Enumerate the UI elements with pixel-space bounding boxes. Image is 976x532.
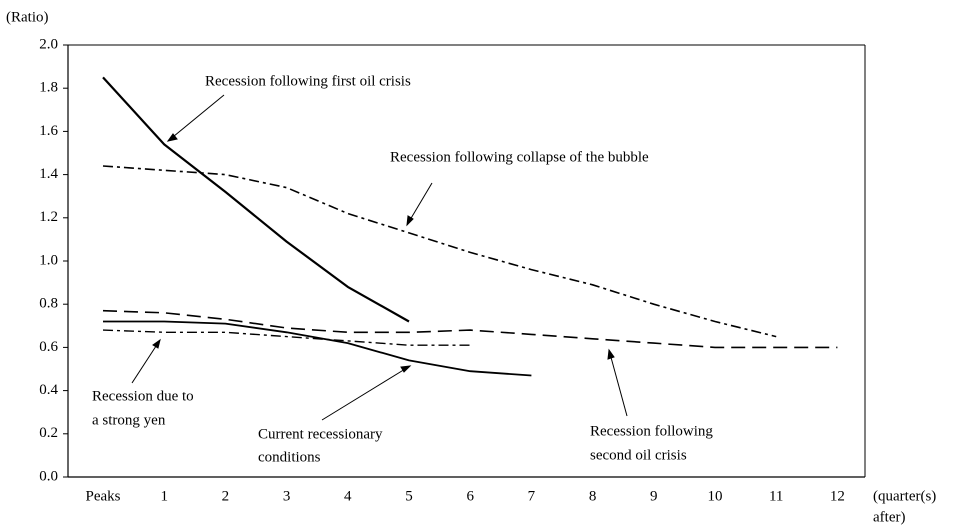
x-tick-label: 2: [222, 488, 230, 504]
x-tick-label: 11: [769, 488, 783, 504]
series-label: conditions: [258, 449, 321, 465]
series-line: [102, 76, 410, 323]
x-tick-label: 6: [466, 488, 474, 504]
y-tick-label: 1.6: [39, 123, 58, 139]
arrow: [131, 339, 161, 384]
arrow-head: [400, 365, 412, 373]
arrow-head: [607, 348, 615, 360]
series-label: Recession following collapse of the bubb…: [390, 149, 649, 165]
arrow: [321, 365, 411, 421]
y-tick-label: 1.2: [39, 209, 58, 225]
series-line: [102, 329, 471, 346]
x-tick-label: 7: [528, 488, 536, 504]
series-line: [103, 320, 532, 377]
series-label: Recession following: [590, 423, 713, 439]
series-label: second oil crisis: [590, 447, 687, 463]
x-tick-label: 3: [283, 488, 291, 504]
arrow-head: [166, 133, 178, 142]
series-label: Recession following first oil crisis: [205, 73, 411, 89]
x-tick-label: 1: [160, 488, 168, 504]
x-tick-label: Peaks: [86, 488, 121, 504]
arrow-head: [406, 215, 414, 227]
series-label: a strong yen: [92, 412, 166, 428]
x-axis-label: (quarter(s): [873, 488, 936, 504]
y-axis-label: (Ratio): [6, 9, 49, 25]
y-tick-label: 0.0: [39, 468, 58, 484]
y-tick-label: 1.4: [39, 166, 58, 182]
y-tick-label: 1.8: [39, 80, 58, 96]
series-line: [102, 165, 777, 338]
arrow: [167, 94, 225, 142]
x-tick-label: 12: [830, 488, 845, 504]
y-tick-label: 2.0: [39, 36, 58, 52]
series-label: Recession due to: [92, 388, 194, 404]
y-tick-label: 0.6: [39, 339, 58, 355]
x-tick-label: 10: [708, 488, 723, 504]
arrow-head: [152, 338, 161, 349]
x-tick-label: 4: [344, 488, 352, 504]
x-axis-label: after): [873, 509, 905, 525]
x-tick-label: 8: [589, 488, 597, 504]
series-line: [102, 309, 838, 349]
y-tick-label: 0.4: [39, 382, 58, 398]
annotation-arrows: [131, 94, 628, 421]
arrow: [608, 349, 628, 417]
series-label: Current recessionary: [258, 426, 383, 442]
y-tick-label: 0.2: [39, 425, 58, 441]
y-tick-label: 1.0: [39, 252, 58, 268]
x-tick-label: 5: [405, 488, 413, 504]
x-tick-label: 9: [650, 488, 658, 504]
y-tick-label: 0.8: [39, 296, 58, 312]
